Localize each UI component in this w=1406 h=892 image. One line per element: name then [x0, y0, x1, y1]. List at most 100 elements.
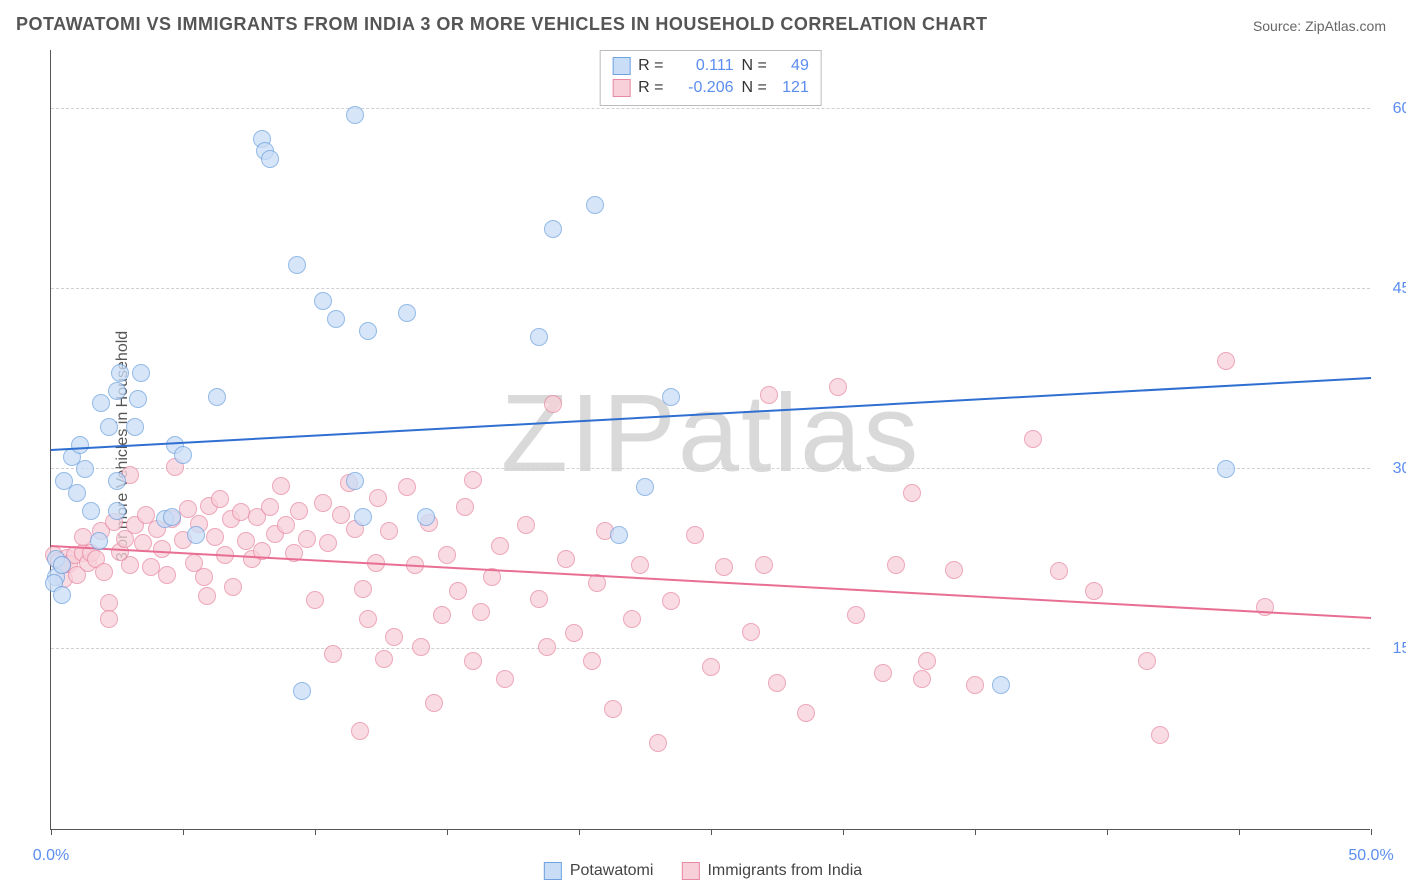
data-point-blue: [636, 478, 654, 496]
data-point-pink: [1217, 352, 1235, 370]
legend-row-blue: R = 0.111 N = 49: [612, 55, 809, 77]
source-link[interactable]: ZipAtlas.com: [1305, 18, 1386, 34]
data-point-pink: [604, 700, 622, 718]
gridline: [51, 648, 1370, 649]
data-point-pink: [715, 558, 733, 576]
data-point-pink: [298, 530, 316, 548]
data-point-blue: [417, 508, 435, 526]
data-point-pink: [121, 556, 139, 574]
data-point-pink: [702, 658, 720, 676]
data-point-pink: [557, 550, 575, 568]
data-point-blue: [610, 526, 628, 544]
data-point-blue: [359, 322, 377, 340]
legend-label-blue: Potawatomi: [570, 862, 654, 880]
legend-label-pink: Immigrants from India: [707, 862, 862, 880]
data-point-pink: [538, 638, 556, 656]
data-point-blue: [126, 418, 144, 436]
data-point-blue: [586, 196, 604, 214]
data-point-pink: [95, 563, 113, 581]
data-point-pink: [100, 610, 118, 628]
data-point-pink: [425, 694, 443, 712]
data-point-blue: [662, 388, 680, 406]
data-point-pink: [903, 484, 921, 502]
data-point-pink: [211, 490, 229, 508]
y-tick-label: 15.0%: [1378, 640, 1406, 658]
data-point-pink: [623, 610, 641, 628]
plot-area: ZIPatlas R = 0.111 N = 49 R = -0.206 N =…: [50, 50, 1370, 830]
x-tick-label: 50.0%: [1348, 847, 1393, 865]
data-point-blue: [174, 446, 192, 464]
x-tick-mark: [843, 829, 844, 835]
swatch-pink: [612, 79, 630, 97]
data-point-pink: [375, 650, 393, 668]
data-point-blue: [1217, 460, 1235, 478]
data-point-blue: [132, 364, 150, 382]
data-point-pink: [1085, 582, 1103, 600]
data-point-pink: [351, 722, 369, 740]
data-point-pink: [198, 587, 216, 605]
data-point-blue: [288, 256, 306, 274]
n-label: N =: [742, 77, 767, 99]
y-tick-label: 30.0%: [1378, 460, 1406, 478]
gridline: [51, 108, 1370, 109]
data-point-blue: [327, 310, 345, 328]
data-point-blue: [111, 364, 129, 382]
series-legend: Potawatomi Immigrants from India: [544, 862, 862, 880]
data-point-pink: [583, 652, 601, 670]
data-point-pink: [261, 498, 279, 516]
data-point-pink: [277, 516, 295, 534]
swatch-pink-icon: [681, 862, 699, 880]
data-point-pink: [385, 628, 403, 646]
data-point-pink: [913, 670, 931, 688]
chart-title: POTAWATOMI VS IMMIGRANTS FROM INDIA 3 OR…: [16, 14, 988, 35]
source-prefix: Source:: [1253, 18, 1305, 34]
r-value-pink: -0.206: [672, 77, 734, 99]
data-point-pink: [631, 556, 649, 574]
x-tick-mark: [975, 829, 976, 835]
data-point-pink: [768, 674, 786, 692]
data-point-pink: [449, 582, 467, 600]
data-point-pink: [319, 534, 337, 552]
data-point-pink: [153, 540, 171, 558]
data-point-pink: [324, 645, 342, 663]
data-point-pink: [464, 471, 482, 489]
r-label: R =: [638, 77, 663, 99]
data-point-blue: [90, 532, 108, 550]
x-tick-mark: [315, 829, 316, 835]
chart-container: POTAWATOMI VS IMMIGRANTS FROM INDIA 3 OR…: [0, 0, 1406, 892]
r-value-blue: 0.111: [672, 55, 734, 77]
data-point-pink: [1138, 652, 1156, 670]
data-point-blue: [53, 586, 71, 604]
data-point-pink: [1024, 430, 1042, 448]
data-point-pink: [887, 556, 905, 574]
data-point-pink: [272, 477, 290, 495]
x-tick-mark: [1371, 829, 1372, 835]
data-point-blue: [346, 106, 364, 124]
gridline: [51, 288, 1370, 289]
data-point-pink: [464, 652, 482, 670]
data-point-pink: [158, 566, 176, 584]
source-attribution: Source: ZipAtlas.com: [1253, 18, 1386, 34]
data-point-blue: [76, 460, 94, 478]
data-point-pink: [544, 395, 562, 413]
data-point-pink: [412, 638, 430, 656]
data-point-blue: [100, 418, 118, 436]
data-point-pink: [398, 478, 416, 496]
data-point-pink: [195, 568, 213, 586]
data-point-pink: [530, 590, 548, 608]
x-tick-mark: [579, 829, 580, 835]
legend-row-pink: R = -0.206 N = 121: [612, 77, 809, 99]
data-point-blue: [354, 508, 372, 526]
data-point-pink: [847, 606, 865, 624]
data-point-blue: [108, 502, 126, 520]
data-point-pink: [565, 624, 583, 642]
swatch-blue: [612, 57, 630, 75]
data-point-pink: [517, 516, 535, 534]
data-point-pink: [472, 603, 490, 621]
x-tick-label: 0.0%: [33, 847, 69, 865]
data-point-pink: [755, 556, 773, 574]
data-point-pink: [829, 378, 847, 396]
data-point-pink: [491, 537, 509, 555]
data-point-blue: [71, 436, 89, 454]
data-point-pink: [1151, 726, 1169, 744]
